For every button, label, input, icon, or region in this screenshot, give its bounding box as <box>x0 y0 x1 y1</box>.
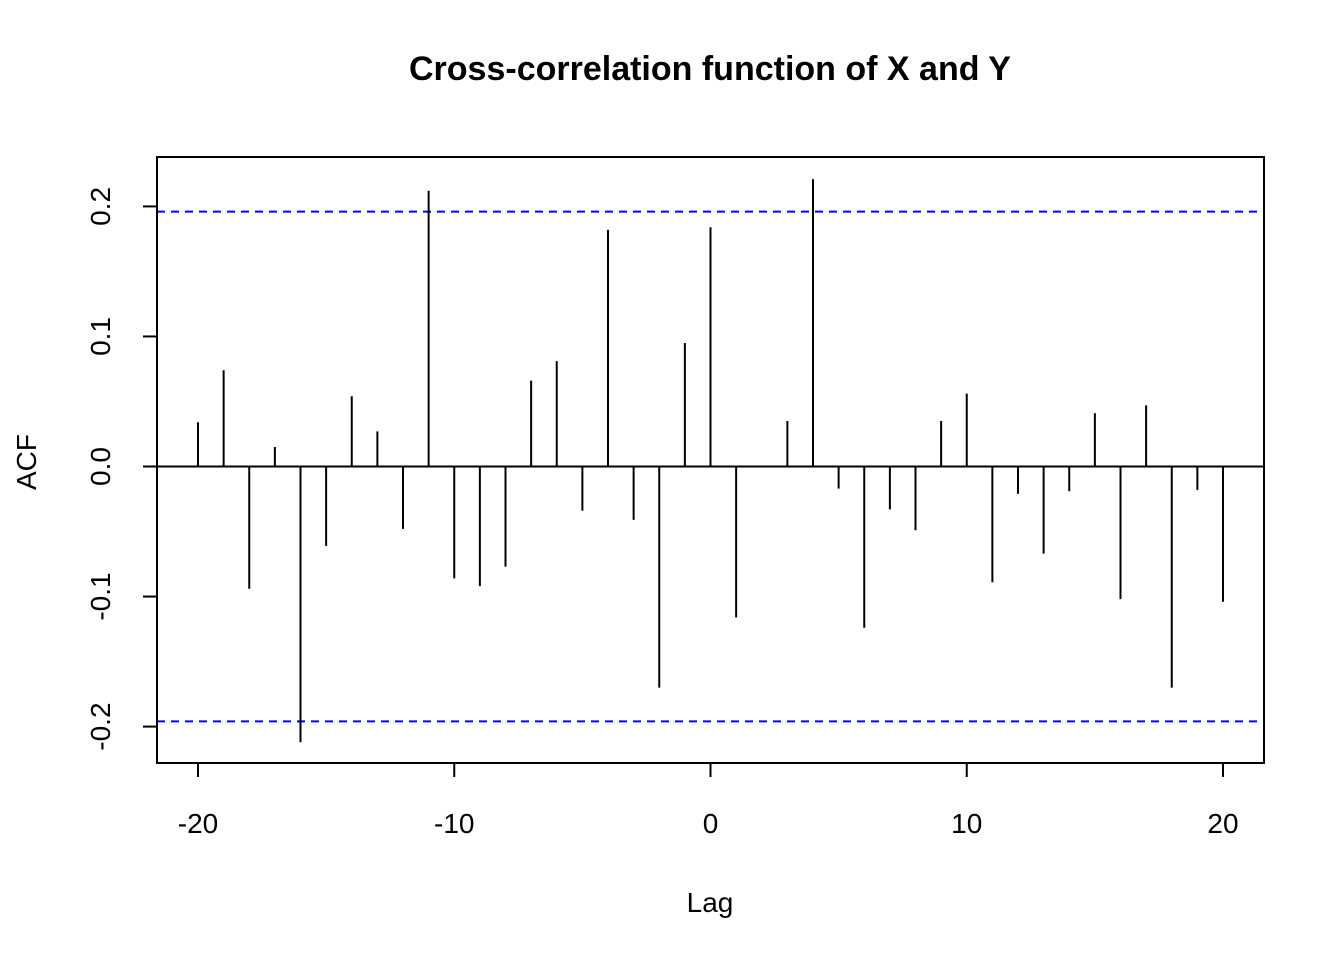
y-axis-label: ACF <box>11 434 42 490</box>
y-tick-label: 0.2 <box>85 187 116 226</box>
y-tick-label: -0.2 <box>85 702 116 750</box>
y-tick-label: 0.0 <box>85 447 116 486</box>
x-tick-label: -10 <box>434 808 474 839</box>
x-axis-label: Lag <box>687 887 734 918</box>
x-tick-label: 0 <box>703 808 719 839</box>
y-tick-label: 0.1 <box>85 317 116 356</box>
plot-frame <box>156 156 1265 764</box>
x-tick-label: 20 <box>1207 808 1238 839</box>
chart-title: Cross-correlation function of X and Y <box>409 50 1011 88</box>
y-tick-label: -0.1 <box>85 572 116 620</box>
x-tick-label: -20 <box>178 808 218 839</box>
x-tick-label: 10 <box>951 808 982 839</box>
